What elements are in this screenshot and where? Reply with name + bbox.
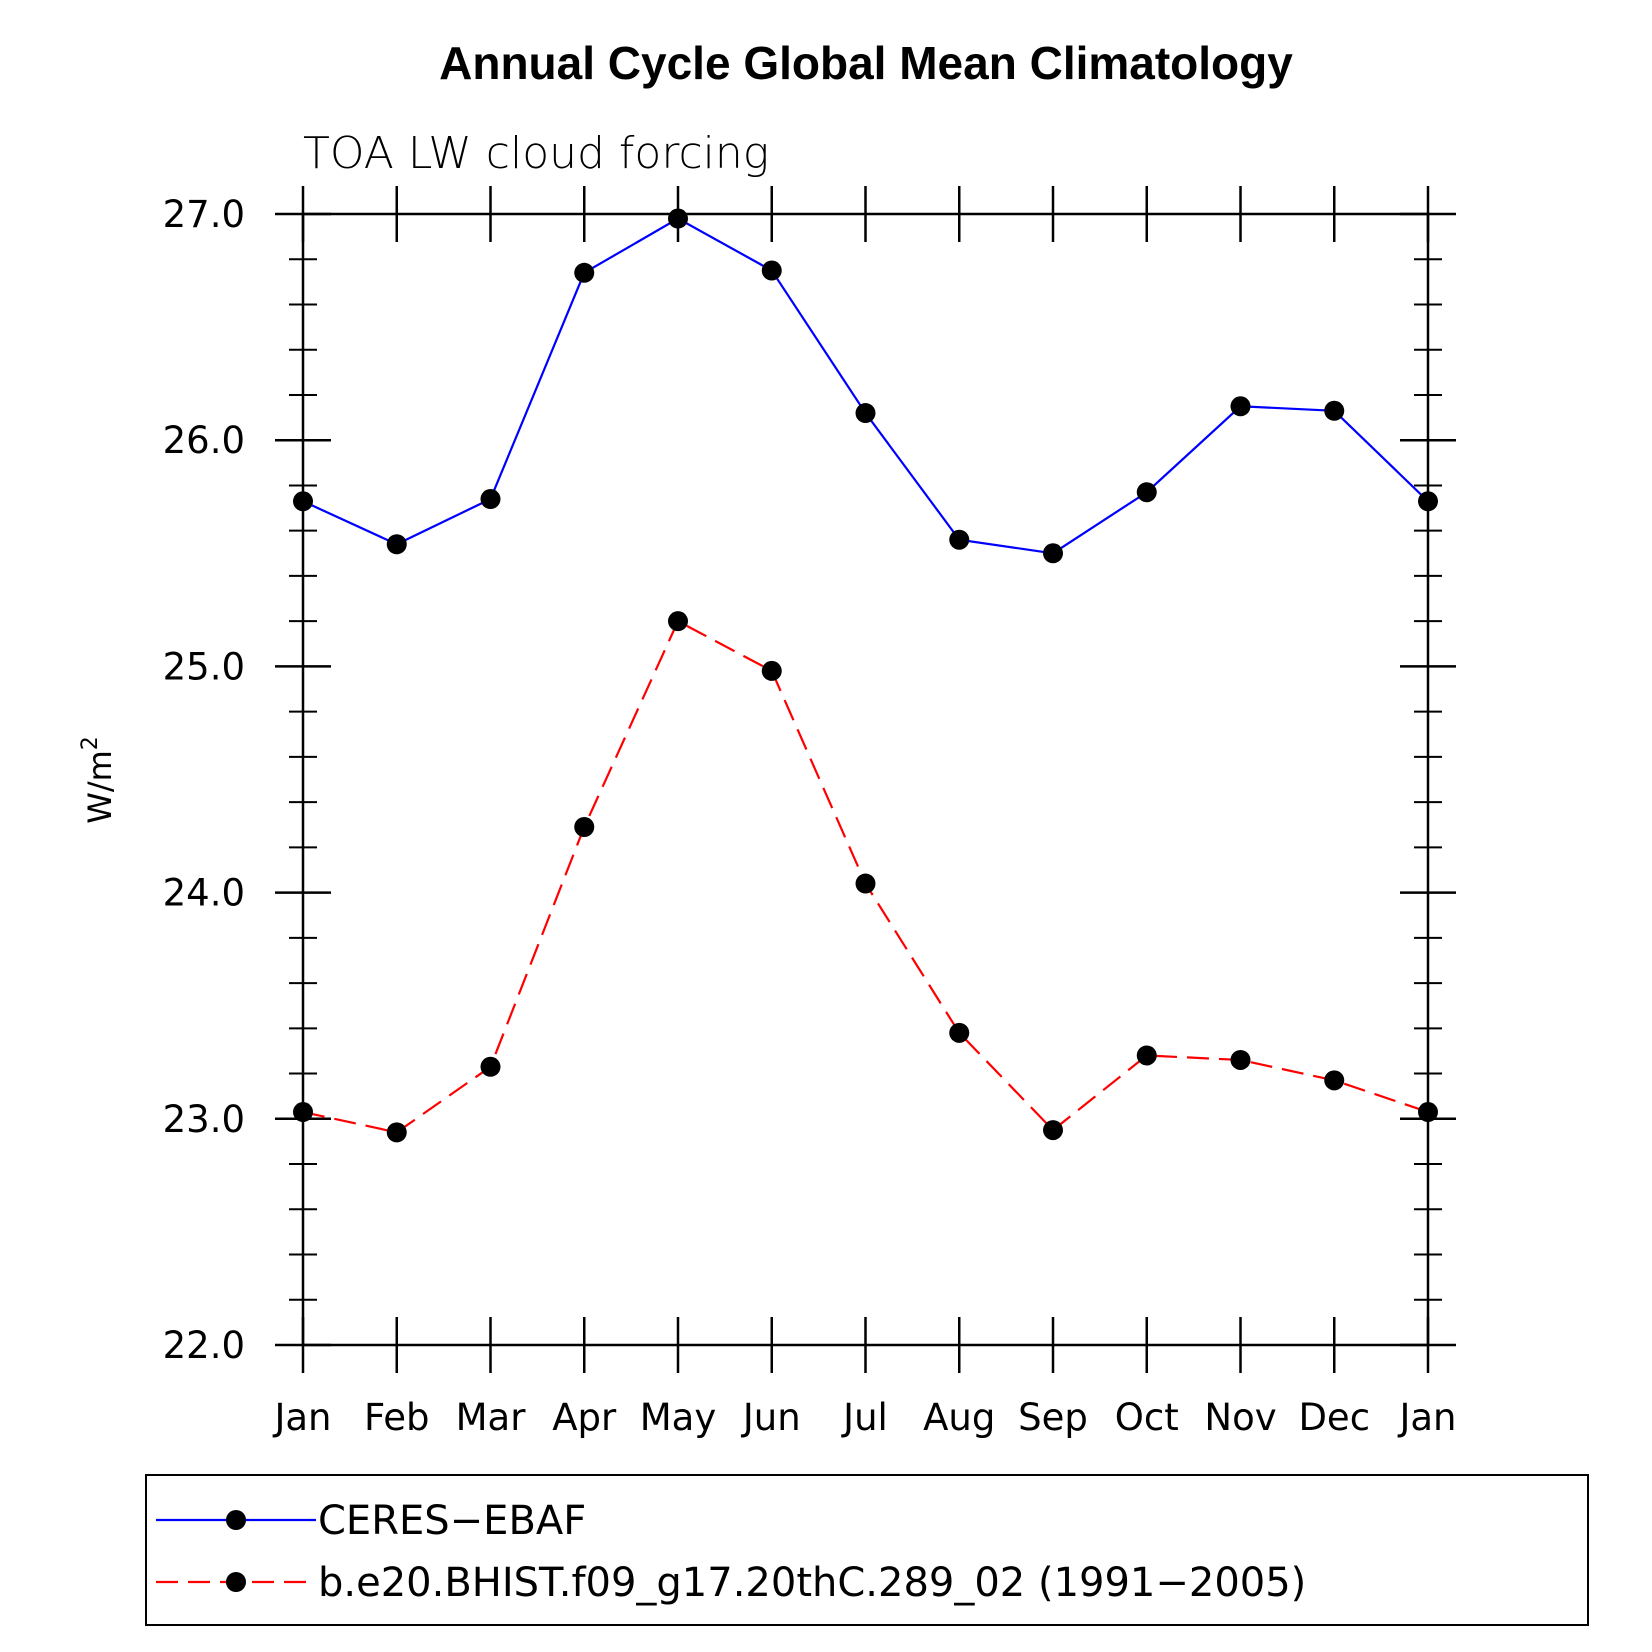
- x-tick-label: Sep: [1018, 1396, 1088, 1439]
- x-tick-label: Oct: [1115, 1396, 1179, 1439]
- series-2: [293, 611, 1438, 1143]
- data-point: [1136, 482, 1157, 503]
- data-point: [1418, 1102, 1438, 1123]
- y-tick-label: 27.0: [163, 193, 245, 236]
- y-axis-label-superscript: 2: [78, 736, 103, 750]
- data-point: [1418, 491, 1438, 512]
- data-point: [761, 260, 782, 281]
- data-point: [1324, 400, 1345, 421]
- y-axis-label-text: W/m: [81, 750, 119, 824]
- data-point: [1230, 396, 1251, 417]
- x-tick-label: Apr: [552, 1396, 617, 1439]
- data-point: [293, 491, 313, 512]
- y-tick-label: 25.0: [163, 645, 245, 688]
- x-tick-label: Dec: [1298, 1396, 1370, 1439]
- data-point: [480, 489, 501, 510]
- series-line: [302, 217, 1429, 555]
- chart-title: Annual Cycle Global Mean Climatology: [439, 37, 1293, 89]
- data-point: [855, 403, 876, 424]
- legend-marker: [226, 1572, 246, 1592]
- series-layer: [293, 208, 1438, 1143]
- data-point: [574, 817, 595, 838]
- data-point: [949, 1022, 970, 1043]
- x-tick-label: Jan: [272, 1396, 331, 1439]
- data-point: [1230, 1049, 1251, 1070]
- legend-marker: [226, 1510, 246, 1530]
- data-point: [1136, 1045, 1157, 1066]
- data-point: [949, 529, 970, 550]
- data-point: [574, 262, 595, 283]
- x-tick-label: Jul: [841, 1396, 888, 1439]
- axis-ticks: [275, 186, 1456, 1373]
- y-tick-label: 22.0: [163, 1324, 245, 1367]
- data-point: [1043, 543, 1063, 564]
- data-point: [1324, 1070, 1345, 1091]
- y-axis-tick-labels: 22.0 23.0 24.0 25.0 26.0 27.0: [163, 193, 245, 1367]
- legend: CERES−EBAF b.e20.BHIST.f09_g17.20thC.289_…: [156, 1498, 1306, 1606]
- y-tick-label: 26.0: [163, 419, 245, 462]
- x-tick-label: Nov: [1204, 1396, 1276, 1439]
- x-tick-label: May: [640, 1396, 717, 1439]
- x-tick-label: Aug: [923, 1396, 995, 1439]
- legend-label: CERES−EBAF: [318, 1498, 586, 1544]
- y-tick-label: 24.0: [163, 872, 245, 915]
- x-tick-label: Jun: [741, 1396, 801, 1439]
- x-tick-label: Mar: [456, 1396, 527, 1439]
- data-point: [293, 1102, 313, 1123]
- y-tick-label: 23.0: [163, 1098, 245, 1141]
- data-point: [386, 534, 407, 555]
- data-point: [1043, 1120, 1063, 1141]
- legend-box: [145, 1474, 1589, 1626]
- x-tick-label: Jan: [1397, 1396, 1456, 1439]
- data-point: [761, 660, 782, 681]
- plot-frame: [301, 212, 1430, 1347]
- data-point: [480, 1056, 501, 1077]
- data-point: [855, 873, 876, 894]
- y-axis-label: W/m2: [78, 736, 119, 824]
- series-1: [293, 208, 1438, 564]
- chart-subtitle: TOA LW cloud forcing: [303, 128, 769, 179]
- data-point: [668, 208, 688, 229]
- data-point: [386, 1122, 407, 1143]
- data-point: [668, 611, 688, 632]
- x-tick-label: Feb: [364, 1396, 430, 1439]
- x-axis-tick-labels: Jan Feb Mar Apr May Jun Jul Aug Sep Oct Nov Dec Jan: [272, 1396, 1456, 1439]
- legend-label: b.e20.BHIST.f09_g17.20thC.289_02 (1991−2…: [318, 1560, 1306, 1606]
